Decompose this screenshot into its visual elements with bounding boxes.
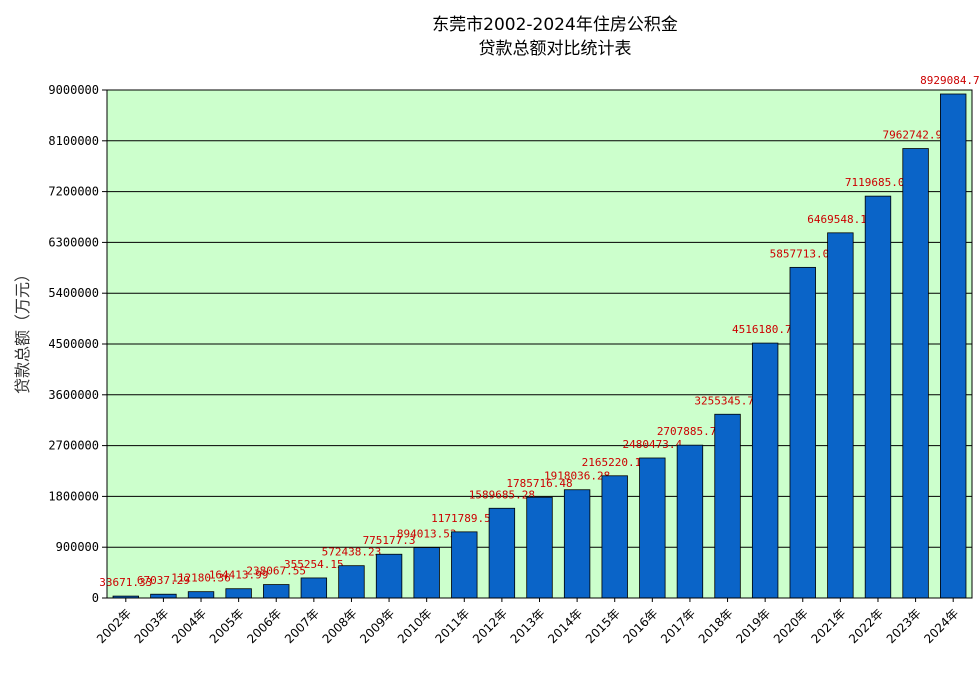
bar-2014年 <box>563 489 591 599</box>
bar-2011年 <box>451 531 478 599</box>
bar-2012年 <box>488 507 516 599</box>
x-category-label: 2013年 <box>508 606 548 646</box>
data-label: 355254.15 <box>284 558 344 571</box>
bar-2007年 <box>300 577 328 599</box>
bar-2008年 <box>338 565 365 599</box>
bar-2021年 <box>827 232 854 599</box>
x-category-label: 2003年 <box>132 606 172 646</box>
y-tick-label: 5400000 <box>48 286 99 300</box>
data-label: 894013.53 <box>397 528 457 541</box>
data-label: 8929084.72 <box>920 74 980 87</box>
data-label: 7119685.02 <box>845 176 911 189</box>
x-category-label: 2008年 <box>320 606 360 646</box>
bar-2003年 <box>150 593 177 599</box>
bar-2015年 <box>601 475 628 599</box>
x-category-label: 2016年 <box>620 606 660 646</box>
x-category-label: 2017年 <box>658 606 698 646</box>
x-category-label: 2004年 <box>169 606 209 646</box>
bar-2018年 <box>714 413 741 599</box>
x-category-label: 2006年 <box>244 606 284 646</box>
y-tick-label: 6300000 <box>48 235 99 249</box>
data-label: 2707885.72 <box>657 425 723 438</box>
data-label: 1785716.48 <box>506 477 572 490</box>
x-category-label: 2007年 <box>282 606 322 646</box>
x-category-label: 2010年 <box>395 606 435 646</box>
data-label: 7962742.96 <box>882 129 948 142</box>
chart-title-line-1: 东莞市2002-2024年住房公积金 <box>432 15 678 35</box>
y-tick-label: 0 <box>92 591 99 605</box>
data-label: 775177.3 <box>363 534 416 547</box>
data-label: 5857713.01 <box>770 247 836 260</box>
data-label: 2480473.4 <box>623 438 683 451</box>
data-label: 2165220.11 <box>582 456 648 469</box>
bar-2016年 <box>639 457 666 599</box>
bar-2024年 <box>940 93 967 599</box>
x-category-label: 2020年 <box>771 606 811 646</box>
data-label: 164413.99 <box>209 569 269 582</box>
bar-2020年 <box>789 266 816 599</box>
x-category-label: 2023年 <box>884 606 924 646</box>
x-category-label: 2021年 <box>809 606 849 646</box>
bar-2019年 <box>751 342 779 599</box>
x-category-label: 2012年 <box>470 606 510 646</box>
bar-2022年 <box>864 195 892 599</box>
x-category-label: 2024年 <box>921 606 961 646</box>
data-label: 3255345.74 <box>694 394 761 407</box>
data-label: 112180.36 <box>171 572 231 585</box>
x-category-label: 2014年 <box>545 606 585 646</box>
x-category-label: 2002年 <box>94 606 134 646</box>
x-category-label: 2009年 <box>357 606 397 646</box>
data-label: 4516180.71 <box>732 323 798 336</box>
y-tick-label: 2700000 <box>48 439 99 453</box>
data-label: 572438.23 <box>322 546 382 559</box>
data-label: 33671.33 <box>99 576 152 589</box>
data-label: 6469548.13 <box>807 213 873 226</box>
data-label: 1918036.28 <box>544 470 610 483</box>
plot-area: 0 900000 1800000 2700000 3600000 4500000 54000… <box>48 74 980 646</box>
y-tick-label: 4500000 <box>48 337 99 351</box>
bar-2005年 <box>225 588 252 599</box>
x-category-label: 2015年 <box>583 606 623 646</box>
data-label: 1171789.55 <box>431 512 497 525</box>
bar-2023年 <box>902 148 929 599</box>
y-tick-label: 900000 <box>56 540 99 554</box>
x-category-label: 2011年 <box>432 606 472 646</box>
bar-2010年 <box>413 547 440 599</box>
bar-2017年 <box>676 444 704 599</box>
y-tick-label: 1800000 <box>48 489 99 503</box>
chart-title-line-2: 贷款总额对比统计表 <box>479 39 632 59</box>
x-category-label: 2022年 <box>846 606 886 646</box>
x-category-label: 2018年 <box>696 606 736 646</box>
y-tick-label: 8100000 <box>48 134 99 148</box>
data-label: 1589685.28 <box>469 488 535 501</box>
data-label: 238067.55 <box>246 565 306 578</box>
bar-2013年 <box>526 496 553 599</box>
x-category-label: 2019年 <box>733 606 773 646</box>
y-axis-label: 贷款总额（万元） <box>13 266 32 394</box>
data-label: 67037.29 <box>137 574 190 587</box>
x-category-label: 2005年 <box>207 606 247 646</box>
bar-2006年 <box>263 584 290 599</box>
y-tick-label: 7200000 <box>48 185 99 199</box>
y-tick-label: 9000000 <box>48 83 99 97</box>
y-tick-label: 3600000 <box>48 388 99 402</box>
bar-2009年 <box>375 553 403 599</box>
bar-2004年 <box>187 591 215 599</box>
